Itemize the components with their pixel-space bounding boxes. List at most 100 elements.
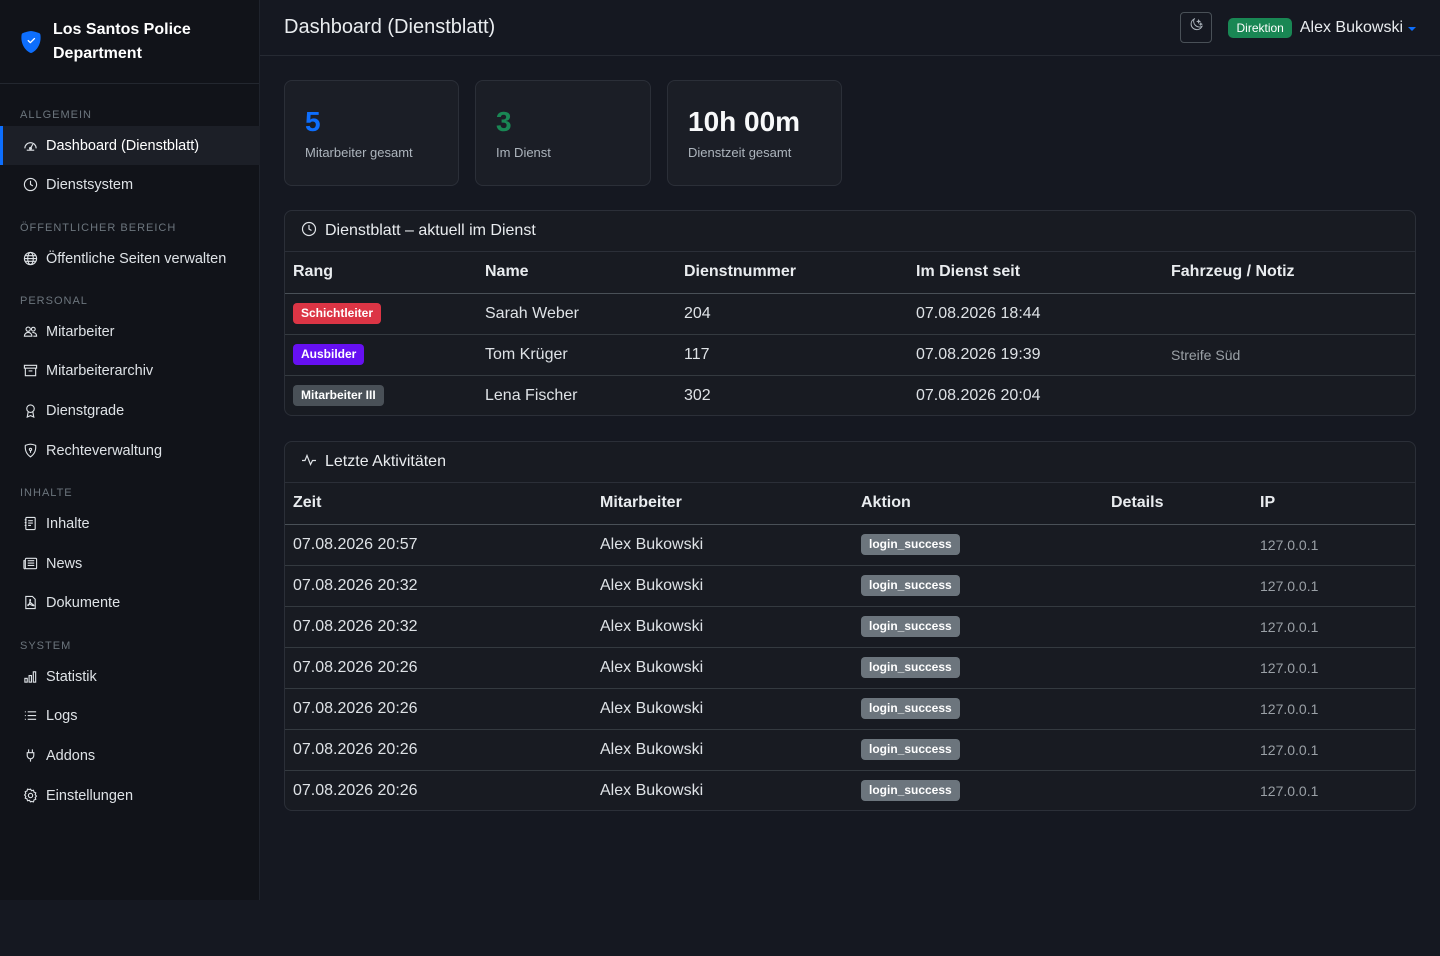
table-header-row: Zeit Mitarbeiter Aktion Details IP — [285, 483, 1415, 525]
time-cell: 07.08.2026 20:26 — [285, 647, 592, 689]
details-cell — [1103, 688, 1252, 730]
details-cell — [1103, 729, 1252, 771]
nav-item-news[interactable]: News — [0, 544, 260, 583]
ip-cell: 127.0.0.1 — [1252, 647, 1415, 689]
user-cell: Alex Bukowski — [592, 606, 853, 648]
nav-item-dienstgrade[interactable]: Dienstgrade — [0, 391, 260, 430]
details-cell — [1103, 524, 1252, 566]
nav-item-dashboard[interactable]: Dashboard (Dienstblatt) — [0, 126, 260, 165]
theme-toggle-button[interactable] — [1180, 12, 1213, 43]
number-cell: 302 — [676, 375, 908, 415]
nav-item-inhalte[interactable]: Inhalte — [0, 504, 260, 543]
table-row: 07.08.2026 20:32 Alex Bukowski login_succe… — [285, 606, 1415, 648]
stat-card-dienstzeit: 10h 00m Dienstzeit gesamt — [667, 80, 842, 186]
user-cell: Alex Bukowski — [592, 688, 853, 730]
nav-item-einstellungen[interactable]: Einstellungen — [0, 776, 260, 815]
stat-label: Mitarbeiter gesamt — [305, 145, 413, 160]
action-badge: login_success — [861, 698, 960, 719]
user-menu-name[interactable]: Alex Bukowski — [1299, 18, 1403, 36]
since-cell: 07.08.2026 19:39 — [908, 334, 1163, 376]
stat-value: 5 — [305, 106, 321, 137]
action-badge: login_success — [861, 739, 960, 760]
table-row: 07.08.2026 20:26 Alex Bukowski login_succe… — [285, 770, 1415, 810]
nav-item-label: Dashboard (Dienstblatt) — [46, 137, 200, 154]
clock-icon — [22, 176, 39, 193]
nav-item-dokumente[interactable]: Dokumente — [0, 583, 260, 622]
column-header: Zeit — [285, 483, 592, 525]
stat-value: 10h 00m — [688, 106, 801, 137]
name-cell: Tom Krüger — [477, 334, 676, 376]
ip-cell: 127.0.0.1 — [1252, 606, 1415, 648]
bar-chart-icon — [22, 668, 39, 685]
nav-item-label: Dienstsystem — [46, 176, 134, 193]
nav-item-logs[interactable]: Logs — [0, 696, 260, 735]
nav-section-system: SYSTEM — [20, 640, 72, 652]
nav-item-mitarbeiter[interactable]: Mitarbeiter — [0, 312, 260, 351]
table-row: 07.08.2026 20:26 Alex Bukowski login_succe… — [285, 688, 1415, 730]
user-cell: Alex Bukowski — [592, 770, 853, 810]
activity-card-title: Letzte Aktivitäten — [325, 453, 446, 470]
nav-section-allgemein: ALLGEMEIN — [20, 109, 92, 121]
column-header: Aktion — [853, 483, 1103, 525]
journal-icon — [22, 515, 39, 532]
nav-item-label: Inhalte — [46, 515, 90, 532]
column-header: Fahrzeug / Notiz — [1163, 252, 1415, 294]
ip-cell: 127.0.0.1 — [1252, 770, 1415, 810]
note-cell — [1163, 293, 1415, 335]
people-icon — [22, 323, 39, 340]
action-badge: login_success — [861, 575, 960, 596]
nav-item-label: Logs — [46, 707, 78, 724]
brand[interactable]: Los Santos Police Department — [0, 0, 259, 84]
nav-item-mitarbeiterarchiv[interactable]: Mitarbeiterarchiv — [0, 351, 260, 390]
column-header: IP — [1252, 483, 1415, 525]
page-title: Dashboard (Dienstblatt) — [284, 16, 496, 38]
nav-item-addons[interactable]: Addons — [0, 736, 260, 775]
column-header: Dienstnummer — [676, 252, 908, 294]
speedometer-icon — [22, 137, 39, 154]
duty-table: Rang Name Dienstnummer Im Dienst seit Fa… — [285, 252, 1415, 415]
table-row: 07.08.2026 20:26 Alex Bukowski login_succe… — [285, 647, 1415, 689]
sidebar: Los Santos Police Department ALLGEMEIN D… — [0, 0, 260, 900]
nav-item-rechteverwaltung[interactable]: Rechteverwaltung — [0, 431, 260, 470]
time-cell: 07.08.2026 20:26 — [285, 688, 592, 730]
shield-check-icon — [20, 29, 42, 55]
nav-item-label: Mitarbeiter — [46, 323, 115, 340]
award-icon — [22, 402, 39, 419]
nav-item-statistik[interactable]: Statistik — [0, 657, 260, 696]
nav-section-oeffentlich: ÖFFENTLICHER BEREICH — [20, 222, 177, 234]
time-cell: 07.08.2026 20:32 — [285, 606, 592, 648]
ip-cell: 127.0.0.1 — [1252, 688, 1415, 730]
time-cell: 07.08.2026 20:57 — [285, 524, 592, 566]
nav-item-dienstsystem[interactable]: Dienstsystem — [0, 165, 260, 204]
stat-card-im-dienst: 3 Im Dienst — [475, 80, 651, 186]
number-cell: 117 — [676, 334, 908, 376]
action-badge: login_success — [861, 657, 960, 678]
table-header-row: Rang Name Dienstnummer Im Dienst seit Fa… — [285, 252, 1415, 294]
activity-icon — [301, 452, 325, 473]
name-cell: Sarah Weber — [477, 293, 676, 335]
column-header: Im Dienst seit — [908, 252, 1163, 294]
table-row: Mitarbeiter III Lena Fischer 302 07.08.2… — [285, 375, 1415, 415]
nav-section-personal: PERSONAL — [20, 295, 88, 307]
table-row: 07.08.2026 20:57 Alex Bukowski login_succe… — [285, 524, 1415, 566]
ip-cell: 127.0.0.1 — [1252, 524, 1415, 566]
stat-label: Im Dienst — [496, 145, 551, 160]
nav-item-label: Mitarbeiterarchiv — [46, 362, 154, 379]
action-badge: login_success — [861, 534, 960, 555]
user-cell: Alex Bukowski — [592, 729, 853, 771]
newspaper-icon — [22, 555, 39, 572]
since-cell: 07.08.2026 20:04 — [908, 375, 1163, 415]
nav-item-label: Rechteverwaltung — [46, 442, 163, 459]
nav-item-label: Statistik — [46, 668, 97, 685]
chevron-down-icon[interactable] — [1408, 26, 1416, 31]
nav-item-oeffentliche-seiten[interactable]: Öffentliche Seiten verwalten — [0, 239, 260, 278]
moon-stars-icon — [1189, 17, 1204, 37]
time-cell: 07.08.2026 20:26 — [285, 770, 592, 810]
stat-card-mitarbeiter: 5 Mitarbeiter gesamt — [284, 80, 459, 186]
ip-cell: 127.0.0.1 — [1252, 729, 1415, 771]
action-badge: login_success — [861, 780, 960, 801]
brand-name: Los Santos Police Department — [53, 20, 191, 62]
column-header: Name — [477, 252, 676, 294]
archive-icon — [22, 362, 39, 379]
role-badge: Direktion — [1228, 17, 1292, 38]
